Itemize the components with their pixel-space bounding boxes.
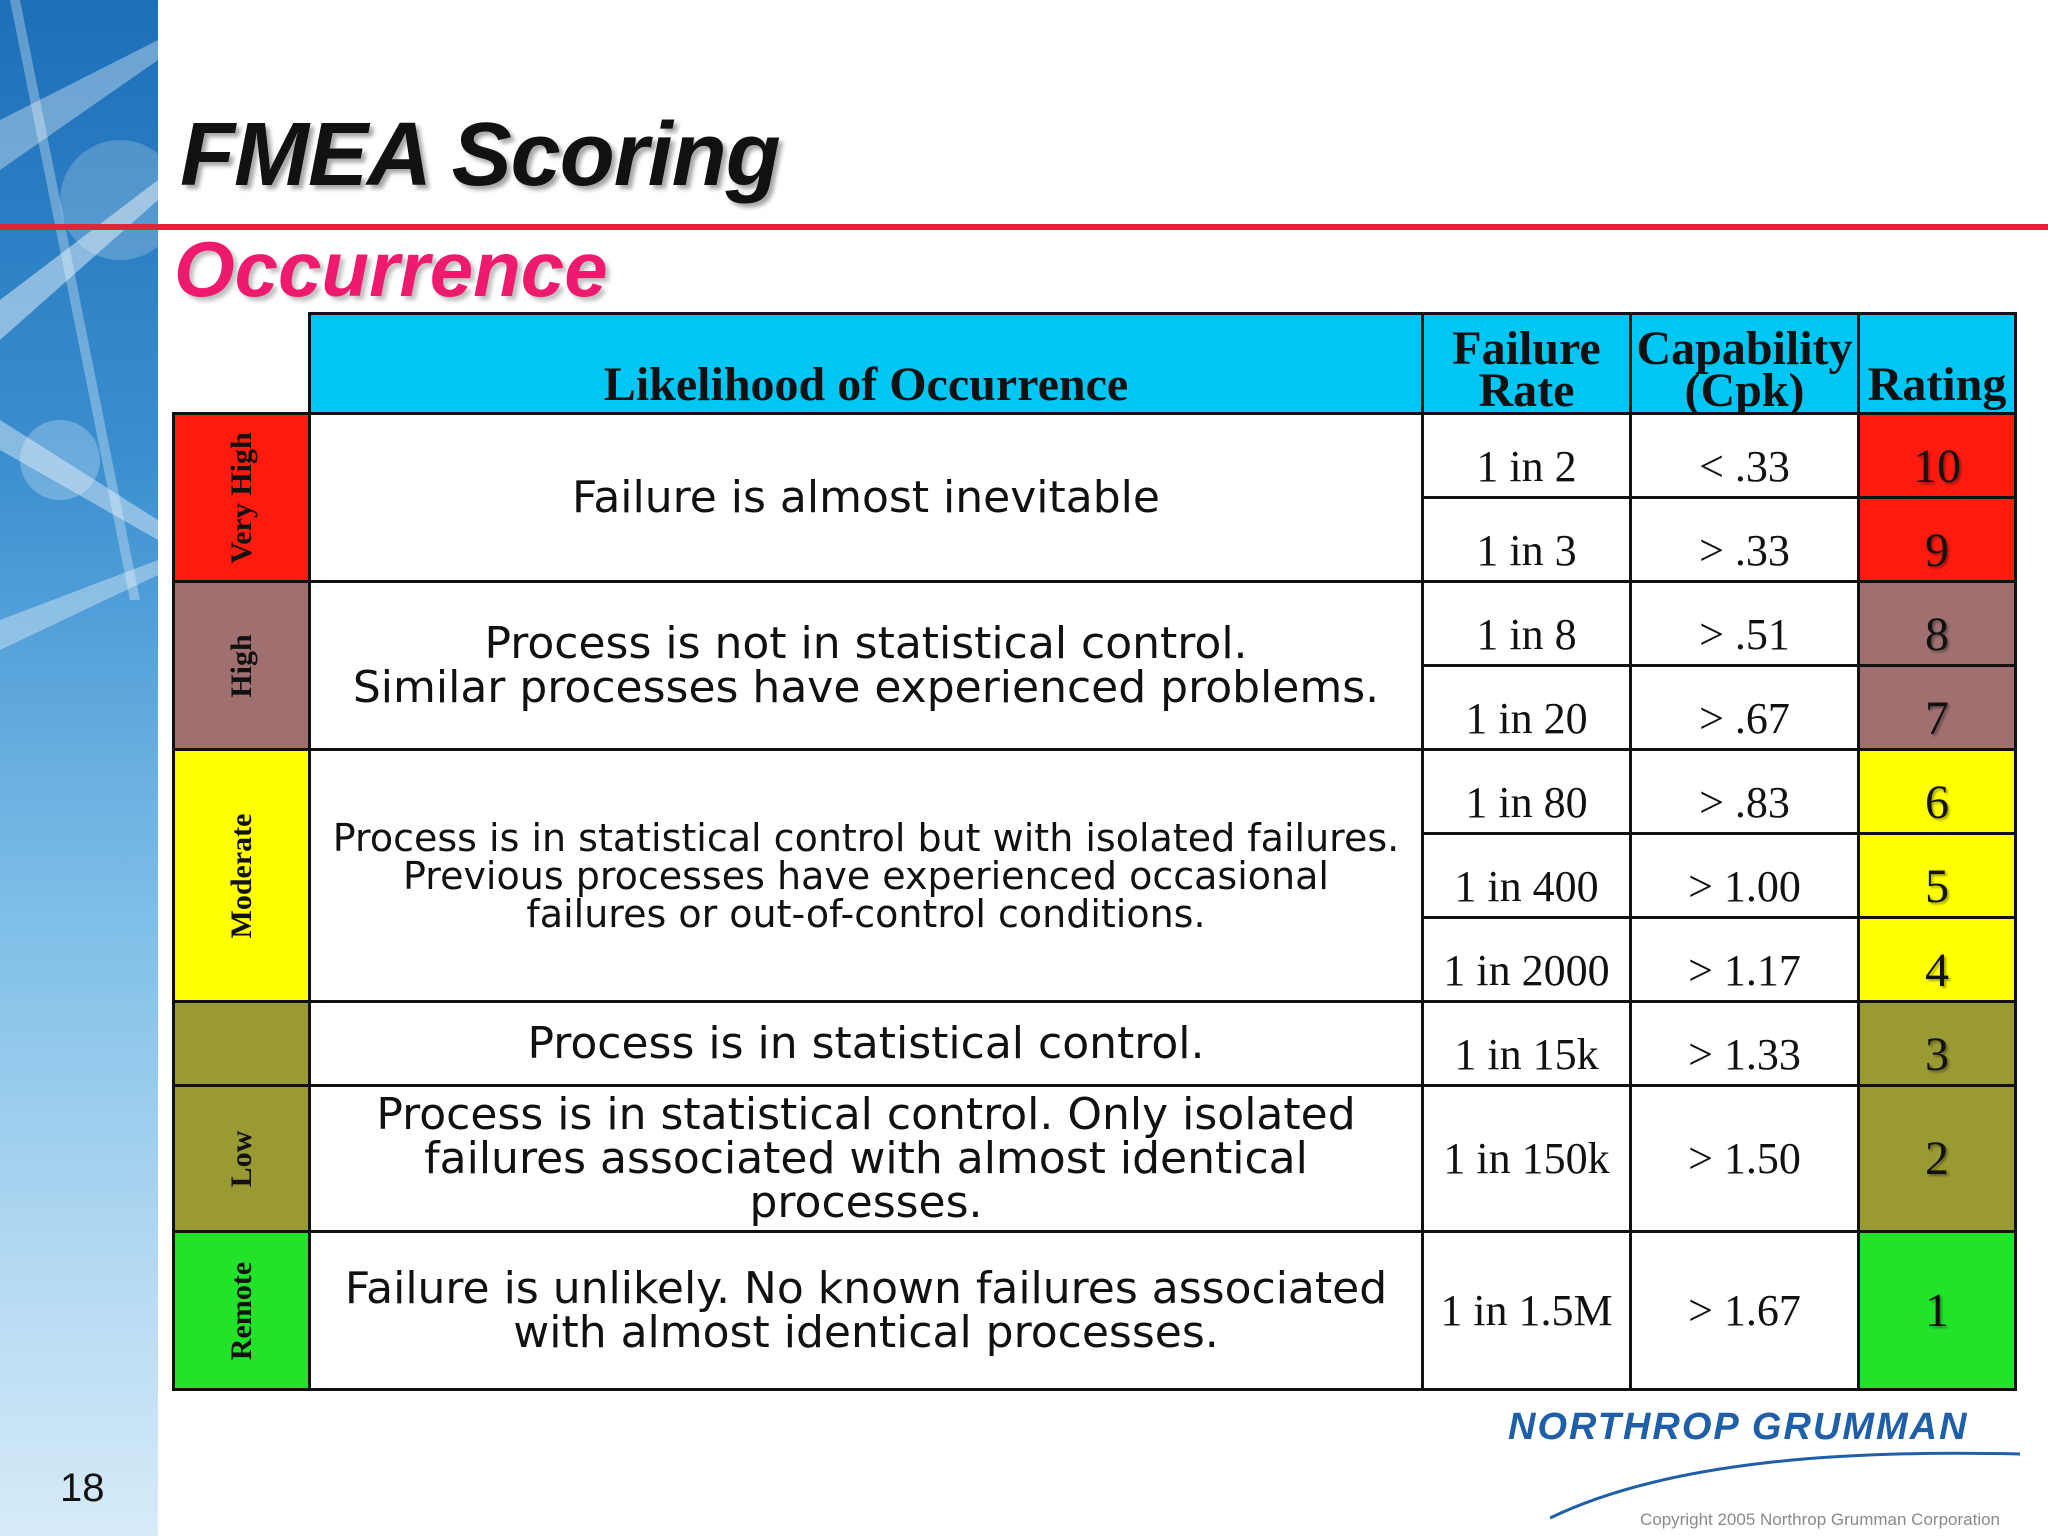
header-failure-rate-line1: Failure [1452, 322, 1601, 375]
rating-cell: 6 [1857, 748, 2017, 835]
failure-rate-cell: 1 in 3 [1421, 496, 1632, 583]
page-number: 18 [60, 1466, 105, 1510]
rating-cell: 2 [1857, 1084, 2017, 1233]
table-header-row: Likelihood of Occurrence Failure Rate Ca… [173, 312, 2017, 415]
description-line: failures associated with almost identica… [424, 1132, 1308, 1228]
failure-rate-cell: 1 in 1.5M [1421, 1230, 1632, 1391]
rating-cell: 8 [1857, 580, 2017, 667]
description-line: Process is not in statistical control. [484, 617, 1248, 669]
rating-cell: 5 [1857, 832, 2017, 919]
cpk-cell: < .33 [1629, 412, 1860, 499]
category-label: Moderate [224, 813, 258, 938]
header-capability: Capability (Cpk) [1629, 312, 1860, 415]
description-line: with almost identical processes. [513, 1306, 1219, 1358]
description-cell: Failure is almost inevitable [308, 412, 1424, 583]
slide-subtitle: Occurrence [174, 225, 608, 313]
description-cell: Process is in statistical control. [308, 1000, 1424, 1087]
rating-cell: 7 [1857, 664, 2017, 751]
table-row: 1 in 3 > .33 9 [174, 496, 2017, 583]
description-line: Process is in statistical control but wi… [332, 815, 1400, 860]
rating-cell: 10 [1857, 412, 2017, 499]
description-line: Process is in statistical control. Only … [376, 1088, 1356, 1140]
failure-rate-cell: 1 in 8 [1421, 580, 1632, 667]
table-row: Very High Failure is almost inevitable 1… [172, 412, 2017, 583]
description-cell: Process is in statistical control but wi… [308, 748, 1424, 1003]
header-capability-line2: (Cpk) [1684, 364, 1805, 414]
table-row: 1 in 2000 > 1.17 4 [174, 916, 2017, 1003]
side-decoration [0, 0, 158, 1536]
cpk-cell: > 1.33 [1629, 1000, 1860, 1087]
category-label: Low [224, 1130, 258, 1187]
cpk-cell: > .83 [1629, 748, 1860, 835]
header-capability-line1: Capability [1636, 322, 1853, 375]
category-cell-low: Low [172, 1084, 311, 1233]
description-line: Failure is unlikely. No known failures a… [344, 1262, 1388, 1314]
description-line: Previous processes have experienced occa… [403, 853, 1329, 898]
category-label: High [224, 633, 258, 698]
table-row: Low Process is in statistical control. O… [172, 1084, 2017, 1233]
description-line: Failure is almost inevitable [572, 471, 1160, 523]
slide-title: FMEA Scoring [180, 105, 781, 205]
cpk-cell: > .33 [1629, 496, 1860, 583]
copyright-notice: Copyright 2005 Northrop Grumman Corporat… [1640, 1510, 2001, 1529]
cpk-cell: > .67 [1629, 664, 1860, 751]
occurrence-table: Likelihood of Occurrence Failure Rate Ca… [172, 312, 2017, 1391]
category-label: Very High [224, 431, 258, 564]
table-row: High Process is not in statistical contr… [172, 580, 2017, 751]
title-divider [0, 224, 2048, 230]
category-label: Remote [224, 1261, 258, 1360]
description-line: failures or out-of-control conditions. [526, 891, 1206, 936]
category-cell-high: High [172, 580, 311, 751]
cpk-cell: > .51 [1629, 580, 1860, 667]
header-failure-rate: Failure Rate [1421, 312, 1632, 415]
failure-rate-cell: 1 in 2 [1421, 412, 1632, 499]
description-line: Process is in statistical control. [527, 1017, 1205, 1069]
cpk-cell: > 1.67 [1629, 1230, 1860, 1391]
logo-swoosh-icon [1550, 1451, 2021, 1520]
description-cell: Process is not in statistical control. S… [308, 580, 1424, 751]
cpk-cell: > 1.00 [1629, 832, 1860, 919]
table-row: 1 in 400 > 1.00 5 [174, 832, 2017, 919]
table-row: 1 in 20 > .67 7 [174, 664, 2017, 751]
description-line: Similar processes have experienced probl… [352, 661, 1380, 713]
failure-rate-cell: 1 in 400 [1421, 832, 1632, 919]
failure-rate-cell: 1 in 15k [1421, 1000, 1632, 1087]
rating-cell: 1 [1857, 1230, 2017, 1391]
category-cell-remote: Remote [172, 1230, 311, 1391]
rating-cell: 3 [1857, 1000, 2017, 1087]
table-row: Process is in statistical control. 1 in … [172, 1000, 2017, 1087]
category-cell-low-upper [172, 1000, 311, 1087]
rating-cell: 9 [1857, 496, 2017, 583]
light-ray-graphic [0, 0, 158, 650]
header-failure-rate-line2: Rate [1478, 364, 1575, 414]
failure-rate-cell: 1 in 2000 [1421, 916, 1632, 1003]
cpk-cell: > 1.17 [1629, 916, 1860, 1003]
description-cell: Process is in statistical control. Only … [308, 1084, 1424, 1233]
category-cell-moderate: Moderate [172, 748, 311, 1003]
header-rating: Rating [1857, 312, 2017, 415]
northrop-grumman-logo: NORTHROP GRUMMAN [1508, 1406, 1969, 1448]
category-cell-very-high: Very High [172, 412, 311, 583]
header-blank-cell [173, 313, 311, 415]
failure-rate-cell: 1 in 20 [1421, 664, 1632, 751]
failure-rate-cell: 1 in 80 [1421, 748, 1632, 835]
header-likelihood: Likelihood of Occurrence [308, 312, 1424, 415]
cpk-cell: > 1.50 [1629, 1084, 1860, 1233]
table-row: Remote Failure is unlikely. No known fai… [172, 1230, 2017, 1391]
failure-rate-cell: 1 in 150k [1421, 1084, 1632, 1233]
rating-cell: 4 [1857, 916, 2017, 1003]
description-cell: Failure is unlikely. No known failures a… [308, 1230, 1424, 1391]
table-row: Moderate Process is in statistical contr… [172, 748, 2017, 1003]
